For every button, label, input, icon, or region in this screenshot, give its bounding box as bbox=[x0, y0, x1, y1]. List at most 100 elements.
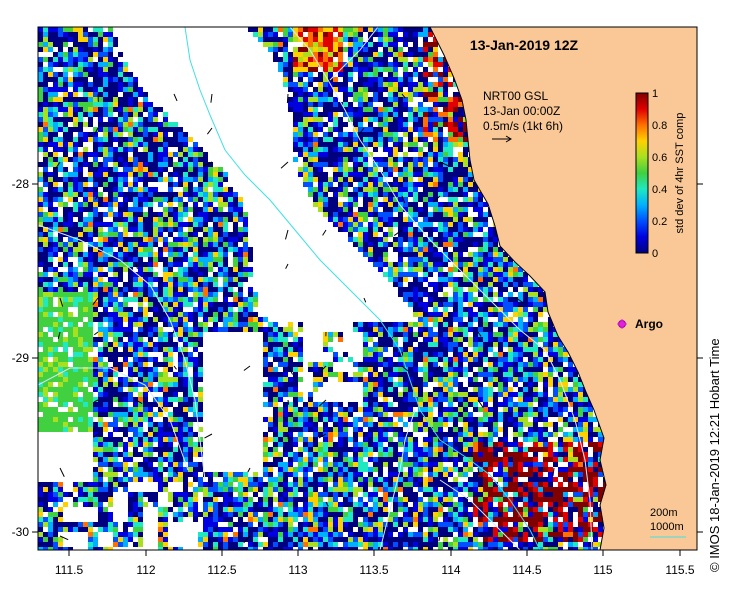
sst-pixel bbox=[123, 292, 128, 297]
sst-pixel bbox=[283, 382, 288, 387]
sst-pixel bbox=[203, 287, 208, 292]
sst-pixel bbox=[468, 397, 473, 402]
sst-pixel bbox=[318, 202, 323, 207]
sst-pixel bbox=[523, 392, 528, 397]
sst-pixel bbox=[353, 47, 358, 52]
sst-pixel bbox=[123, 252, 128, 257]
sst-pixel bbox=[433, 247, 438, 252]
sst-pixel bbox=[398, 242, 403, 247]
sst-pixel bbox=[323, 57, 328, 62]
sst-pixel bbox=[223, 217, 228, 222]
sst-pixel bbox=[63, 297, 68, 302]
sst-pixel bbox=[408, 342, 413, 347]
sst-pixel bbox=[43, 392, 48, 397]
sst-pixel bbox=[428, 232, 433, 237]
sst-pixel bbox=[128, 117, 133, 122]
sst-pixel bbox=[53, 62, 58, 67]
sst-pixel bbox=[113, 127, 118, 132]
sst-pixel bbox=[153, 312, 158, 317]
sst-pixel bbox=[138, 327, 143, 332]
sst-pixel bbox=[228, 247, 233, 252]
sst-pixel bbox=[188, 187, 193, 192]
sst-pixel bbox=[138, 127, 143, 132]
sst-pixel bbox=[518, 272, 523, 277]
sst-pixel bbox=[438, 222, 443, 227]
sst-pixel bbox=[268, 27, 273, 32]
sst-pixel bbox=[153, 302, 158, 307]
sst-pixel bbox=[73, 397, 78, 402]
sst-pixel bbox=[153, 262, 158, 267]
sst-pixel bbox=[393, 132, 398, 137]
sst-pixel bbox=[198, 192, 203, 197]
sst-pixel bbox=[168, 337, 173, 342]
sst-pixel bbox=[288, 322, 293, 327]
sst-pixel bbox=[533, 312, 538, 317]
sst-pixel bbox=[353, 402, 358, 407]
sst-pixel bbox=[528, 282, 533, 287]
sst-pixel bbox=[513, 277, 518, 282]
sst-pixel bbox=[343, 67, 348, 72]
sst-pixel bbox=[368, 127, 373, 132]
sst-pixel bbox=[328, 162, 333, 167]
sst-pixel bbox=[388, 52, 393, 57]
sst-pixel bbox=[208, 227, 213, 232]
sst-pixel bbox=[338, 217, 343, 222]
sst-pixel bbox=[213, 322, 218, 327]
sst-pixel bbox=[483, 347, 488, 352]
sst-pixel bbox=[423, 277, 428, 282]
sst-pixel bbox=[93, 287, 98, 292]
sst-pixel bbox=[73, 382, 78, 387]
sst-pixel bbox=[393, 237, 398, 242]
sst-pixel bbox=[128, 347, 133, 352]
sst-pixel bbox=[378, 332, 383, 337]
sst-pixel bbox=[323, 122, 328, 127]
sst-pixel bbox=[243, 267, 248, 272]
sst-pixel bbox=[458, 232, 463, 237]
sst-pixel bbox=[453, 347, 458, 352]
sst-pixel bbox=[68, 177, 73, 182]
sst-pixel bbox=[413, 242, 418, 247]
sst-pixel bbox=[123, 77, 128, 82]
sst-pixel bbox=[153, 112, 158, 117]
sst-pixel bbox=[458, 347, 463, 352]
sst-pixel bbox=[403, 77, 408, 82]
sst-pixel bbox=[243, 297, 248, 302]
sst-pixel bbox=[83, 282, 88, 287]
sst-pixel bbox=[123, 397, 128, 402]
sst-pixel bbox=[128, 137, 133, 142]
sst-pixel bbox=[523, 302, 528, 307]
sst-pixel bbox=[213, 247, 218, 252]
sst-pixel bbox=[303, 67, 308, 72]
sst-pixel bbox=[428, 347, 433, 352]
sst-pixel bbox=[338, 72, 343, 77]
sst-pixel bbox=[83, 207, 88, 212]
sst-pixel bbox=[133, 337, 138, 342]
sst-pixel bbox=[203, 172, 208, 177]
sst-pixel bbox=[543, 412, 548, 417]
sst-pixel bbox=[408, 412, 413, 417]
sst-pixel bbox=[98, 287, 103, 292]
sst-pixel bbox=[438, 162, 443, 167]
sst-pixel bbox=[83, 392, 88, 397]
sst-pixel bbox=[43, 407, 48, 412]
sst-pixel bbox=[293, 402, 298, 407]
sst-pixel bbox=[313, 27, 318, 32]
sst-pixel bbox=[368, 202, 373, 207]
sst-pixel bbox=[363, 337, 368, 342]
sst-pixel bbox=[63, 117, 68, 122]
sst-pixel bbox=[73, 267, 78, 272]
sst-pixel bbox=[203, 267, 208, 272]
sst-pixel bbox=[183, 317, 188, 322]
sst-pixel bbox=[163, 367, 168, 372]
sst-pixel bbox=[128, 132, 133, 137]
sst-pixel bbox=[443, 192, 448, 197]
sst-pixel bbox=[413, 302, 418, 307]
sst-pixel bbox=[183, 247, 188, 252]
sst-pixel bbox=[193, 272, 198, 277]
sst-pixel bbox=[393, 142, 398, 147]
sst-pixel bbox=[453, 407, 458, 412]
sst-pixel bbox=[78, 342, 83, 347]
sst-pixel bbox=[508, 307, 513, 312]
sst-pixel bbox=[188, 207, 193, 212]
sst-pixel bbox=[268, 417, 273, 422]
